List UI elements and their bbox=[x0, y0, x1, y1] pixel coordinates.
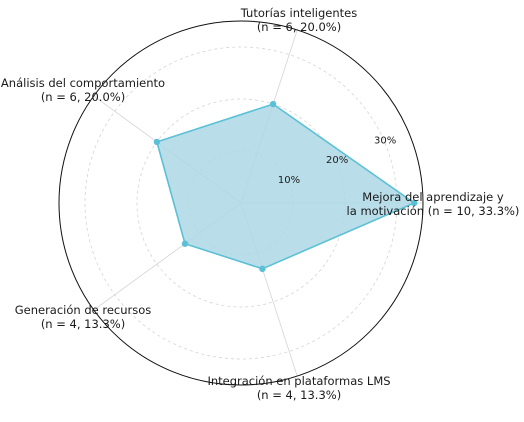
category-label-2-line-1: (n = 6, 20.0%) bbox=[41, 90, 125, 104]
r-tick-label-20: 20% bbox=[326, 155, 348, 166]
category-label-1-line-0: Tutorías inteligentes bbox=[240, 6, 357, 20]
category-label-0: Mejora del aprendizaje y la motivación (n… bbox=[347, 190, 520, 218]
category-label-1-line-1: (n = 6, 20.0%) bbox=[257, 20, 341, 34]
category-label-3-line-0: Generación de recursos bbox=[15, 303, 152, 317]
outer-circle bbox=[58, 20, 424, 386]
data-point-4 bbox=[259, 265, 266, 272]
category-label-4: Integración en plataformas LMS (n = 4, 13… bbox=[207, 374, 390, 402]
category-label-1: Tutorías inteligentes (n = 6, 20.0%) bbox=[240, 6, 357, 34]
r-tick-label-10: 10% bbox=[278, 175, 300, 186]
data-point-1 bbox=[269, 100, 277, 108]
series-area bbox=[155, 103, 416, 270]
category-label-0-line-0: Mejora del aprendizaje y bbox=[362, 190, 504, 204]
category-label-2-line-0: Análisis del comportamiento bbox=[1, 76, 165, 90]
category-label-3: Generación de recursos (n = 4, 13.3%) bbox=[15, 303, 152, 331]
category-label-2: Análisis del comportamiento (n = 6, 20.0%… bbox=[1, 76, 165, 104]
r-tick-label-30: 30% bbox=[374, 135, 396, 146]
data-point-2 bbox=[153, 138, 161, 146]
category-label-3-line-1: (n = 4, 13.3%) bbox=[41, 317, 125, 331]
category-label-4-line-0: Integración en plataformas LMS bbox=[207, 374, 390, 388]
data-point-3 bbox=[181, 240, 189, 247]
data-point-0 bbox=[411, 199, 418, 207]
category-label-4-line-1: (n = 4, 13.3%) bbox=[257, 388, 341, 402]
category-label-0-line-1: la motivación (n = 10, 33.3%) bbox=[347, 204, 520, 218]
